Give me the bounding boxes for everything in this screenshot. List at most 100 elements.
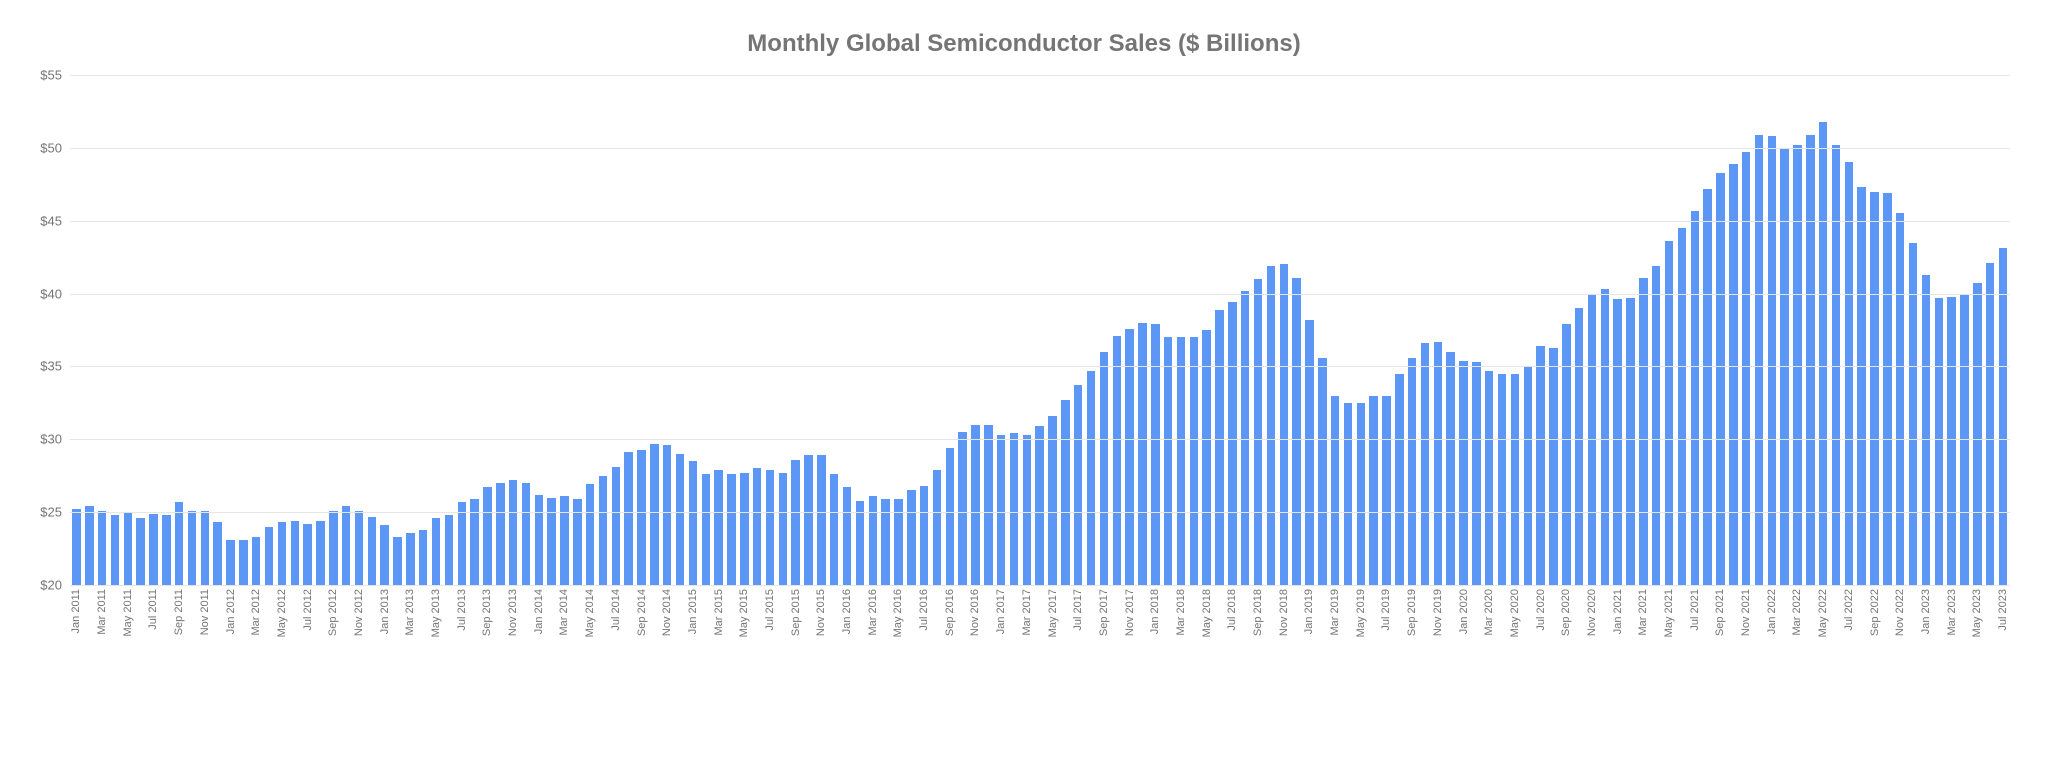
bar (547, 498, 555, 585)
bar (509, 480, 517, 585)
bar-slot: Sep 2013 (481, 75, 494, 585)
x-axis-label: May 2023 (1971, 585, 1983, 637)
x-axis-label: Nov 2017 (1124, 585, 1136, 636)
bar (727, 474, 735, 585)
bar (1228, 302, 1236, 585)
bar-slot: May 2018 (1200, 75, 1213, 585)
bar (1331, 396, 1339, 585)
y-axis-label: $50 (12, 140, 62, 155)
x-axis-label: May 2016 (892, 585, 904, 637)
bar (1138, 323, 1146, 585)
x-axis-label: Mar 2011 (96, 585, 108, 635)
bar (869, 496, 877, 585)
x-axis-label: Mar 2022 (1791, 585, 1803, 635)
x-axis-label: Mar 2021 (1637, 585, 1649, 635)
bar-slot (1675, 75, 1688, 585)
bar-slot (340, 75, 353, 585)
bar-slot: Jul 2013 (455, 75, 468, 585)
bar-slot (1830, 75, 1843, 585)
bar (483, 487, 491, 585)
x-axis-label: Nov 2013 (507, 585, 519, 636)
bar (522, 483, 530, 585)
bar-slot: Nov 2020 (1586, 75, 1599, 585)
bar (85, 506, 93, 585)
bar-slot: Sep 2017 (1098, 75, 1111, 585)
x-axis-label: Jan 2022 (1766, 585, 1778, 634)
bar-slot (1624, 75, 1637, 585)
x-axis-label: Sep 2012 (327, 585, 339, 636)
bar-slot (1393, 75, 1406, 585)
bar-slot: May 2012 (276, 75, 289, 585)
chart-title: Monthly Global Semiconductor Sales ($ Bi… (0, 30, 2048, 58)
bar-slot (1598, 75, 1611, 585)
bar (612, 467, 620, 585)
gridline (70, 148, 2010, 149)
bar (971, 425, 979, 585)
bar-slot: Sep 2016 (943, 75, 956, 585)
x-axis-label: Jul 2014 (610, 585, 622, 631)
x-axis-label: Nov 2020 (1586, 585, 1598, 636)
bar-slot (1855, 75, 1868, 585)
bar-slot (597, 75, 610, 585)
bar (239, 540, 247, 585)
x-axis-label: Jul 2023 (1997, 585, 2009, 631)
bar (804, 455, 812, 585)
bar (1613, 299, 1621, 585)
bar-slot (828, 75, 841, 585)
bar-slot: Sep 2022 (1868, 75, 1881, 585)
bar-slot (468, 75, 481, 585)
plot-area: Jan 2011Mar 2011May 2011Jul 2011Sep 2011… (70, 75, 2010, 585)
bar (419, 530, 427, 585)
bar-slot: Nov 2018 (1277, 75, 1290, 585)
bar (702, 474, 710, 585)
bar (1202, 330, 1210, 585)
bar-slot: May 2014 (584, 75, 597, 585)
x-axis-label: Mar 2017 (1021, 585, 1033, 635)
bar-slot (571, 75, 584, 585)
bar (124, 512, 132, 585)
bar (1074, 385, 1082, 585)
x-axis-label: Jan 2018 (1149, 585, 1161, 634)
bar (380, 525, 388, 585)
bar (1395, 374, 1403, 585)
bar (136, 518, 144, 585)
bar-slot: May 2017 (1046, 75, 1059, 585)
x-axis-label: Nov 2021 (1740, 585, 1752, 636)
bar-slot: Nov 2016 (969, 75, 982, 585)
bar-slot: Jan 2023 (1920, 75, 1933, 585)
bar (1035, 426, 1043, 585)
bar-slot: Jan 2021 (1611, 75, 1624, 585)
bar-slot: Jan 2012 (224, 75, 237, 585)
bar-slot (1008, 75, 1021, 585)
bar (445, 515, 453, 585)
y-axis-label: $30 (12, 432, 62, 447)
bar (779, 473, 787, 585)
bar-slot (1573, 75, 1586, 585)
bar (1819, 122, 1827, 585)
bar (766, 470, 774, 585)
x-axis-label: Jan 2014 (533, 585, 545, 634)
bar-slot: Nov 2013 (507, 75, 520, 585)
y-axis-label: $35 (12, 359, 62, 374)
bar (291, 521, 299, 585)
bar-slot (1316, 75, 1329, 585)
bar (1164, 337, 1172, 585)
y-axis-label: $45 (12, 213, 62, 228)
x-axis-label: Mar 2013 (404, 585, 416, 635)
bar (1755, 135, 1763, 585)
bar-slot (1162, 75, 1175, 585)
gridline (70, 585, 2010, 586)
bar-slot: Jul 2014 (609, 75, 622, 585)
bar-slot: Sep 2019 (1406, 75, 1419, 585)
bar (278, 522, 286, 585)
x-axis-label: Jul 2016 (918, 585, 930, 631)
bar-slot: May 2021 (1663, 75, 1676, 585)
bar-slot: Nov 2011 (198, 75, 211, 585)
bar (355, 511, 363, 585)
x-axis-label: Sep 2018 (1252, 585, 1264, 636)
bar-slot (1804, 75, 1817, 585)
bar (1305, 320, 1313, 585)
x-axis-label: Sep 2011 (173, 585, 185, 635)
bar-slot: Nov 2019 (1431, 75, 1444, 585)
bar-slot (1239, 75, 1252, 585)
